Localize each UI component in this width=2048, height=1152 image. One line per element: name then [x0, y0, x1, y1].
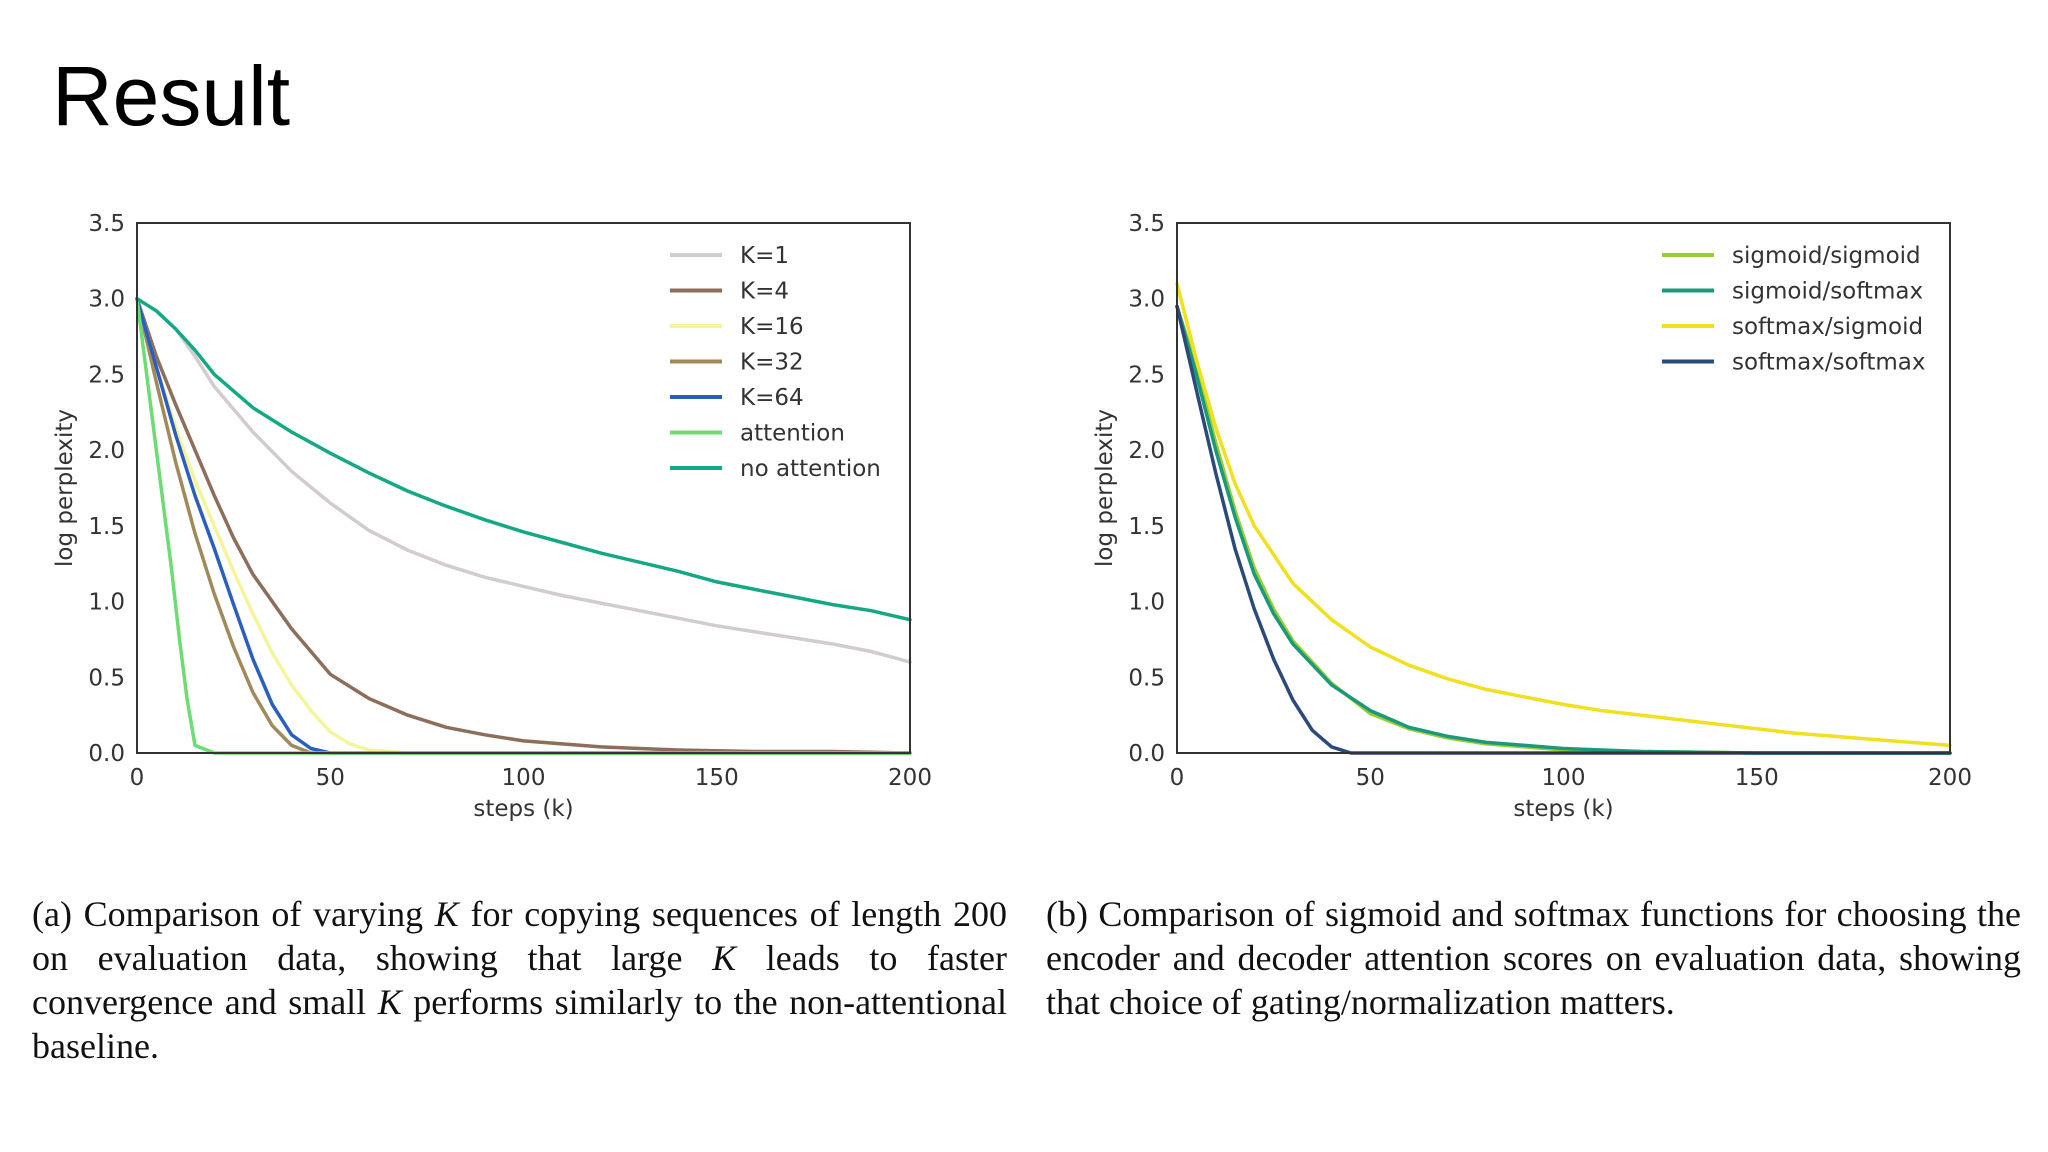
x-tick-label-b-1: 50 — [1356, 765, 1385, 791]
y-tick-label-b-5: 2.5 — [1128, 362, 1165, 388]
caption-a: (a) Comparison of varying K for copying … — [32, 892, 1007, 1068]
legend-label-b-3: softmax/softmax — [1732, 350, 1926, 376]
caption-a-var2: K — [712, 938, 737, 978]
x-axis-label-a: steps (k) — [473, 796, 573, 822]
plot-frame-b — [1176, 222, 1951, 754]
series-line-b-1 — [1175, 304, 1952, 755]
chart-b-svg: 0 50 100 150 200 0.0 0.5 1.0 1.5 2.0 2.5 3.0 3.5 step… — [1092, 211, 1972, 822]
x-tick-label-b-3: 150 — [1735, 765, 1779, 791]
legend-label-a-2: K=16 — [740, 314, 804, 340]
x-tick-label-a-4: 200 — [888, 765, 932, 791]
y-tick-label-b-3: 1.5 — [1128, 514, 1165, 540]
legend-label-a-6: no attention — [740, 456, 881, 482]
y-tick-label-a-6: 3.0 — [88, 287, 125, 313]
chart-b: 0 50 100 150 200 0.0 0.5 1.0 1.5 2.0 2.5 3.0 3.5 step… — [1060, 190, 2020, 850]
x-tick-label-b-0: 0 — [1170, 765, 1185, 791]
y-tick-label-b-0: 0.0 — [1128, 741, 1165, 767]
slide-title: Result — [52, 49, 291, 143]
legend-label-a-0: K=1 — [740, 243, 789, 269]
y-tick-label-b-6: 3.0 — [1128, 287, 1165, 313]
y-tick-label-a-5: 2.5 — [88, 362, 125, 388]
caption-b: (b) Comparison of sigmoid and softmax fu… — [1046, 894, 2021, 1022]
series-line-a-6 — [135, 296, 912, 622]
x-axis-label-b: steps (k) — [1513, 796, 1613, 822]
caption-a-part4: performs similarly to the non-attentiona… — [32, 982, 1008, 1066]
x-tick-label-b-4: 200 — [1928, 765, 1972, 791]
legend-label-b-0: sigmoid/sigmoid — [1732, 243, 1921, 269]
y-tick-label-a-4: 2.0 — [88, 438, 125, 464]
legend-label-a-4: K=64 — [740, 385, 804, 411]
legend-label-b-1: sigmoid/softmax — [1732, 279, 1923, 305]
caption-a-var1: K — [434, 894, 459, 934]
series-line-a-0 — [135, 296, 912, 664]
y-tick-label-b-4: 2.0 — [1128, 438, 1165, 464]
x-tick-label-b-2: 100 — [1542, 765, 1586, 791]
y-tick-label-b-1: 0.5 — [1128, 665, 1165, 691]
y-axis-label-a: log perplexity — [52, 409, 78, 567]
legend-label-a-5: attention — [740, 421, 845, 447]
y-tick-label-a-0: 0.0 — [88, 741, 125, 767]
x-tick-label-a-3: 150 — [695, 765, 739, 791]
y-tick-label-a-1: 0.5 — [88, 665, 125, 691]
x-tick-label-a-1: 50 — [316, 765, 345, 791]
legend-label-a-3: K=32 — [740, 350, 804, 376]
chart-a-svg: 0 50 100 150 200 0.0 0.5 1.0 1.5 2.0 2.5 3.0 3.5 step… — [52, 211, 932, 822]
caption-a-part1: (a) Comparison of varying — [32, 894, 435, 934]
legend-label-a-1: K=4 — [740, 279, 789, 305]
caption-a-part3: leads to faster convergence and small — [32, 938, 1007, 1022]
y-tick-label-b-7: 3.5 — [1128, 211, 1165, 237]
y-axis-label-b: log perplexity — [1092, 409, 1118, 567]
series-line-b-2 — [1175, 281, 1952, 748]
plot-frame-a — [136, 222, 911, 754]
x-tick-label-a-2: 100 — [502, 765, 546, 791]
caption-a-part2: for copying sequences of length 200 on e… — [32, 894, 1007, 978]
y-tick-label-a-3: 1.5 — [88, 514, 125, 540]
x-tick-label-a-0: 0 — [130, 765, 145, 791]
y-tick-label-b-2: 1.0 — [1128, 590, 1165, 616]
series-line-a-1 — [135, 296, 912, 755]
caption-a-var3: K — [377, 982, 402, 1022]
y-tick-label-a-2: 1.0 — [88, 590, 125, 616]
chart-a: 0 50 100 150 200 0.0 0.5 1.0 1.5 2.0 2.5 3.0 3.5 step… — [20, 190, 980, 850]
legend-label-b-2: softmax/sigmoid — [1732, 314, 1923, 340]
y-tick-label-a-7: 3.5 — [88, 211, 125, 237]
